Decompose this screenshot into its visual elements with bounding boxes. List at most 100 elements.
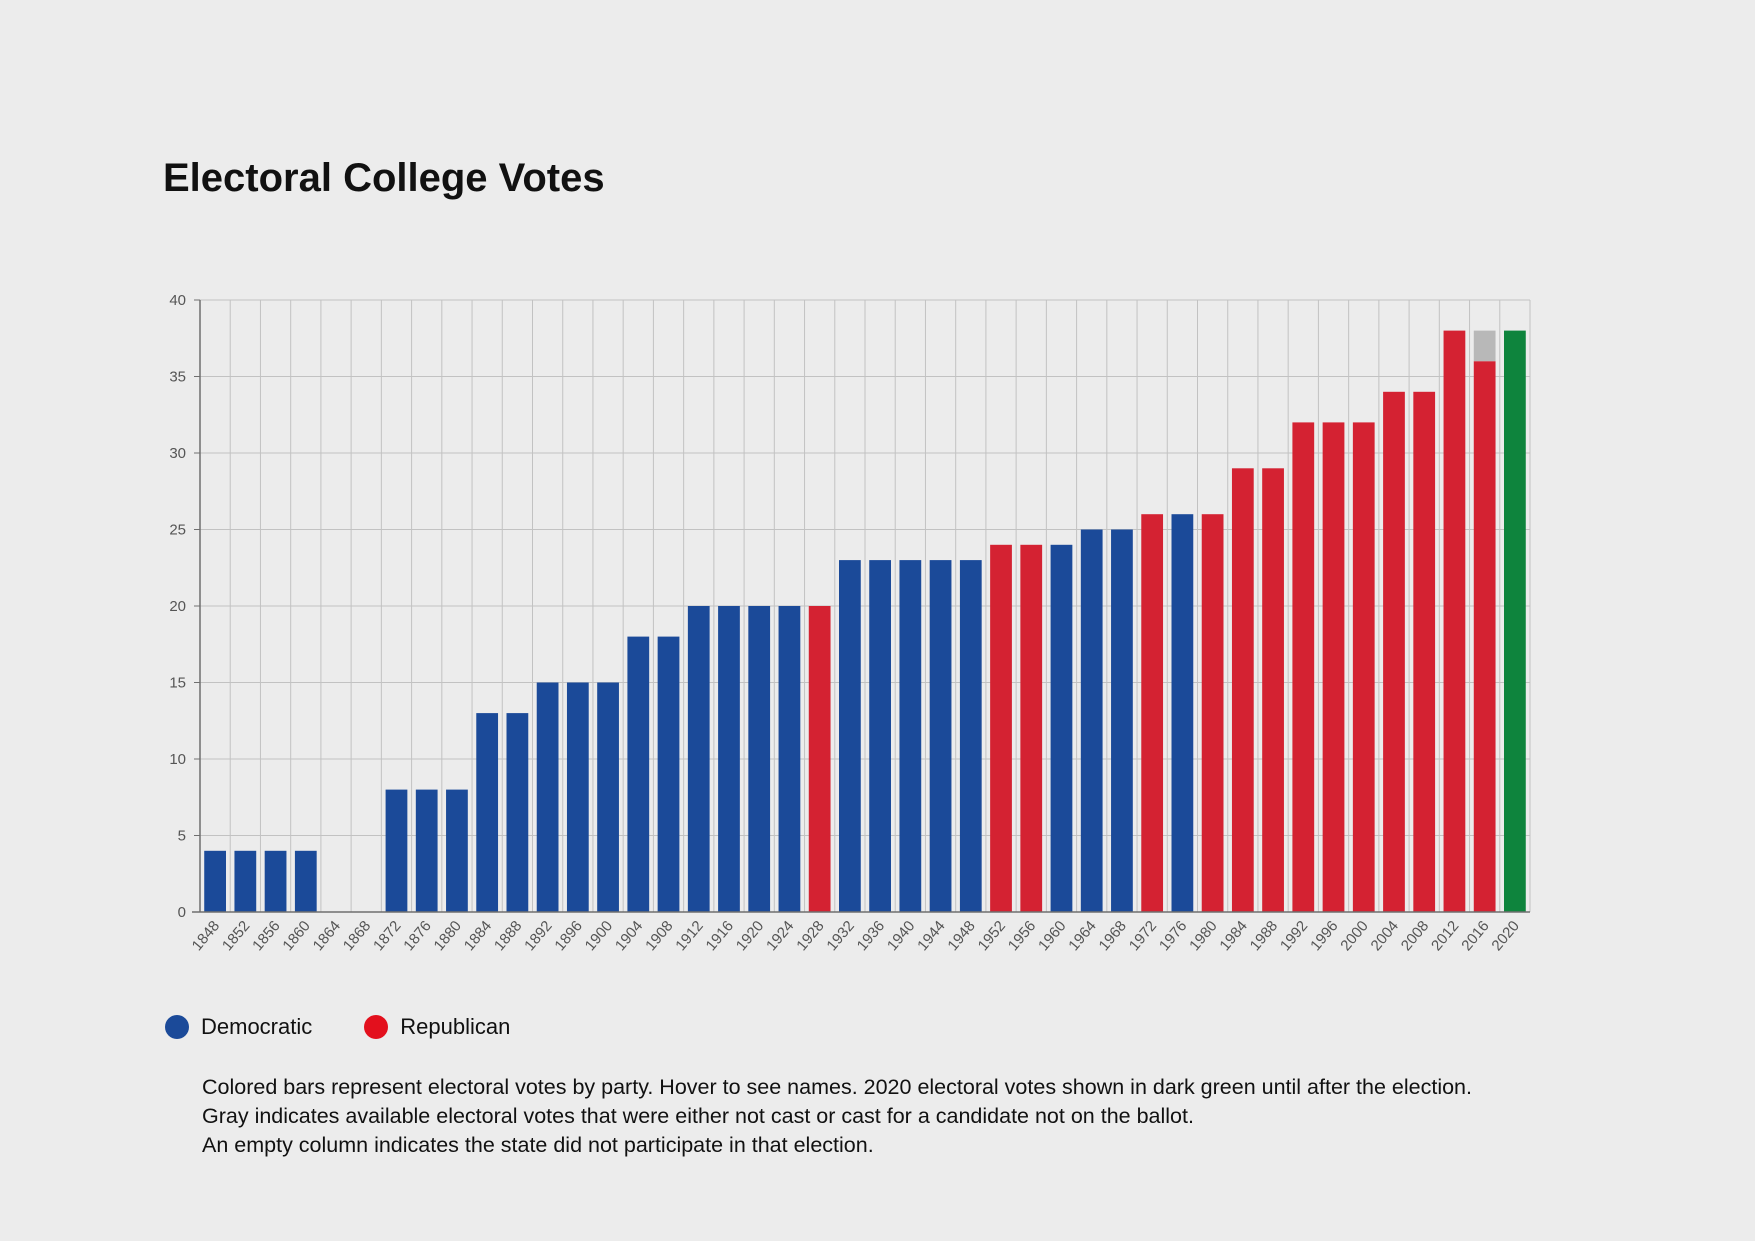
bar-republican [1292, 422, 1315, 912]
bar-gray [1473, 330, 1496, 362]
x-tick-labels: 1848185218561860186418681872187618801884… [189, 918, 1523, 954]
bar-republican [808, 606, 831, 912]
x-tick-label: 1856 [249, 918, 283, 954]
bar-democratic [415, 789, 438, 912]
x-tick-label: 1876 [400, 918, 434, 954]
bar-republican [1231, 468, 1254, 912]
republican-swatch-icon [364, 1015, 389, 1039]
bar-democratic [1111, 529, 1133, 912]
x-tick-label: 1988 [1247, 918, 1281, 954]
y-tick-label: 25 [169, 522, 186, 539]
bar-republican [990, 544, 1012, 912]
bar-republican [1443, 330, 1466, 913]
bar-democratic [506, 713, 529, 912]
x-tick-label: 1992 [1277, 918, 1311, 954]
x-tick-label: 1980 [1186, 918, 1220, 954]
bar-democratic [476, 713, 499, 912]
democratic-swatch-icon [165, 1015, 189, 1039]
x-tick-label: 1916 [703, 918, 737, 954]
x-tick-label: 1952 [975, 918, 1009, 954]
x-tick-label: 2012 [1428, 918, 1462, 954]
note-line: Colored bars represent electoral votes b… [202, 1075, 1472, 1099]
y-tick-label: 40 [169, 292, 186, 309]
x-tick-label: 1892 [521, 918, 555, 954]
y-tick-label: 5 [178, 828, 186, 845]
bar-democratic [1050, 544, 1073, 912]
x-tick-label: 1964 [1065, 918, 1099, 954]
y-tick-label: 20 [169, 598, 186, 615]
bar-republican [1413, 391, 1436, 912]
x-tick-label: 1908 [642, 918, 676, 954]
x-tick-label: 1984 [1216, 918, 1250, 954]
y-tick-label: 0 [178, 904, 186, 921]
x-tick-label: 1900 [582, 918, 616, 954]
x-tick-label: 1880 [431, 918, 465, 954]
bar-democratic [627, 636, 650, 912]
legend-item-republican[interactable]: Republican [364, 1014, 510, 1040]
x-tick-label: 2016 [1458, 918, 1492, 954]
x-tick-label: 1976 [1156, 918, 1190, 954]
x-tick-label: 1936 [854, 918, 888, 954]
bar-democratic [657, 636, 680, 912]
x-tick-label: 1864 [310, 918, 344, 954]
x-tick-label: 1848 [189, 918, 223, 954]
bar-republican [1352, 422, 1375, 912]
bars [204, 330, 1526, 913]
chart-notes: Colored bars represent electoral votes b… [202, 1073, 1472, 1160]
legend-label-democratic: Democratic [201, 1014, 313, 1039]
y-tick-label: 10 [169, 751, 186, 768]
x-tick-label: 1968 [1096, 918, 1130, 954]
chart-title: Electoral College Votes [163, 156, 605, 200]
x-tick-label: 2000 [1337, 918, 1371, 954]
x-tick-label: 1852 [219, 918, 253, 954]
legend-item-democratic[interactable]: Democratic [165, 1014, 312, 1040]
x-tick-label: 1872 [370, 918, 404, 954]
y-tick-labels: 0 5 10 15 20 25 30 35 40 [169, 292, 186, 921]
x-tick-label: 1960 [1035, 918, 1069, 954]
bar-republican [1383, 391, 1405, 912]
bar-democratic [597, 682, 619, 912]
x-tick-label: 1944 [914, 918, 948, 954]
bar-democratic [748, 606, 771, 912]
bar-2020 [1504, 330, 1526, 913]
bar-democratic [718, 606, 740, 912]
bar-democratic [687, 606, 710, 912]
note-line: Gray indicates available electoral votes… [202, 1104, 1194, 1128]
bar-democratic [1080, 529, 1103, 912]
bar-democratic [264, 850, 287, 912]
bar-republican [1473, 361, 1496, 912]
x-tick-label: 1868 [340, 918, 374, 954]
x-tick-label: 1904 [612, 918, 646, 954]
bar-democratic [929, 560, 952, 912]
bar-democratic [778, 606, 801, 912]
bar-democratic [385, 789, 408, 912]
x-tick-label: 2004 [1368, 918, 1402, 954]
x-tick-label: 1888 [491, 918, 525, 954]
note-line: An empty column indicates the state did … [202, 1133, 874, 1157]
bar-democratic [869, 560, 891, 912]
x-tick-label: 1940 [884, 918, 918, 954]
legend: Democratic Republican [165, 1014, 562, 1040]
bar-chart: 0 5 10 15 20 25 30 35 40 18481852185618601864186… [169, 292, 1531, 954]
bar-republican [1201, 514, 1224, 912]
bar-democratic [959, 560, 982, 912]
bar-democratic [566, 682, 589, 912]
x-tick-label: 1996 [1307, 918, 1341, 954]
y-tick-label: 15 [169, 675, 186, 692]
x-tick-label: 1972 [1126, 918, 1160, 954]
axes [192, 299, 1530, 913]
x-tick-label: 1896 [551, 918, 585, 954]
bar-republican [1020, 544, 1043, 912]
bar-democratic [234, 850, 257, 912]
x-tick-label: 1920 [733, 918, 767, 954]
bar-democratic [536, 682, 559, 912]
x-tick-label: 1924 [763, 918, 797, 954]
bar-democratic [204, 850, 226, 912]
x-tick-label: 1860 [279, 918, 313, 954]
x-tick-label: 2008 [1398, 918, 1432, 954]
bar-republican [1322, 422, 1345, 912]
bar-democratic [899, 560, 922, 912]
bar-democratic [1171, 514, 1194, 912]
bar-republican [1262, 468, 1284, 912]
